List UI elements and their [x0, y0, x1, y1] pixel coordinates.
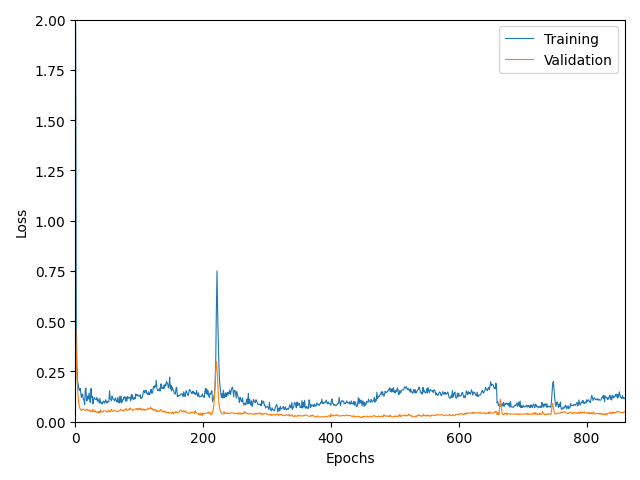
Training — [127, 398, 134, 404]
Line: Training: Training — [75, 24, 625, 412]
Validation — [621, 408, 628, 414]
Training — [71, 409, 79, 415]
Validation — [425, 413, 433, 419]
Training — [425, 387, 433, 393]
Training — [131, 396, 139, 402]
X-axis label: Epochs: Epochs — [325, 451, 375, 465]
Training — [509, 405, 517, 410]
Validation — [131, 406, 139, 412]
Validation — [159, 409, 167, 415]
Training — [72, 22, 79, 27]
Y-axis label: Loss: Loss — [15, 206, 29, 236]
Line: Validation: Validation — [75, 330, 625, 418]
Legend: Training, Validation: Training, Validation — [499, 27, 618, 73]
Training — [621, 396, 628, 402]
Validation — [72, 327, 79, 333]
Training — [159, 386, 167, 392]
Validation — [71, 415, 79, 420]
Validation — [127, 406, 134, 412]
Validation — [509, 411, 517, 417]
Training — [163, 379, 170, 384]
Validation — [163, 410, 170, 416]
